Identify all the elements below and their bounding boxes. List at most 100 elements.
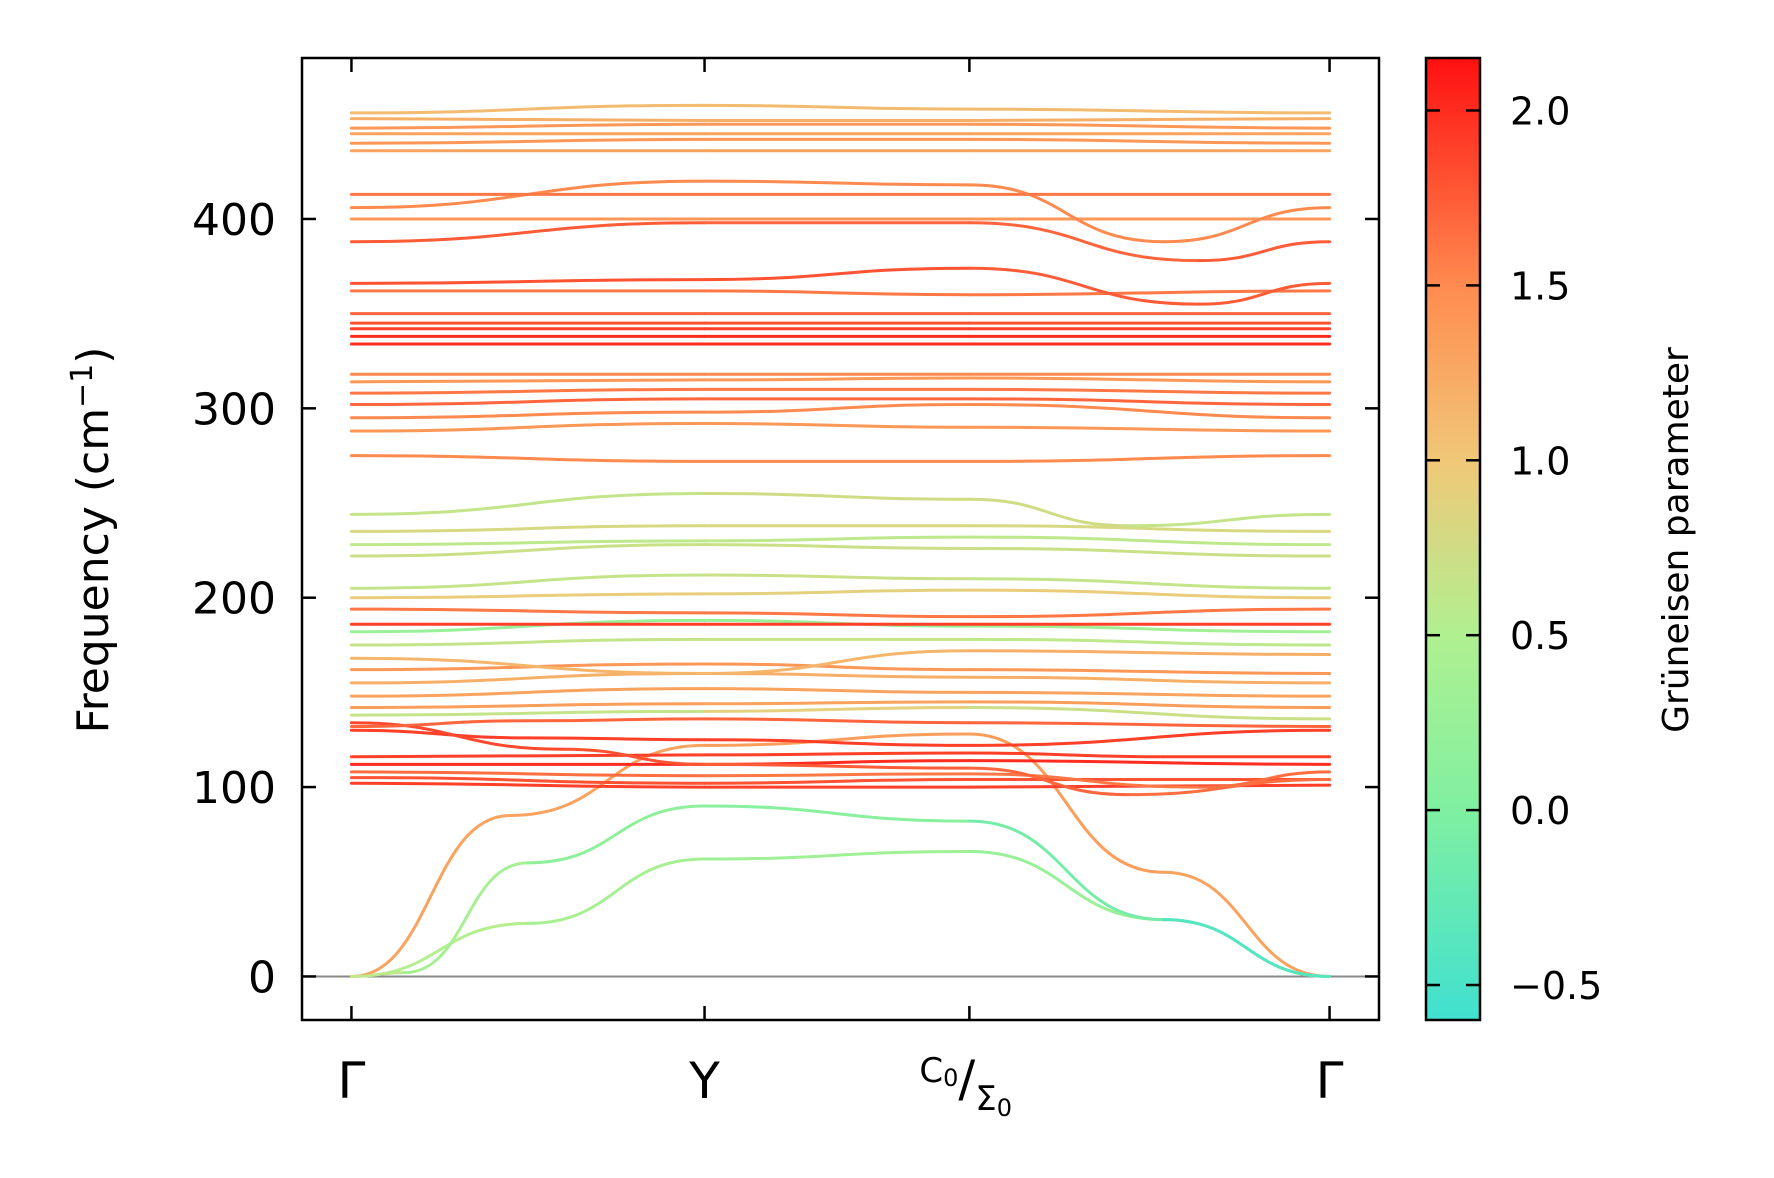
band-segment (967, 122, 1332, 130)
band-segment (349, 543, 707, 558)
band-b38 (349, 266, 1332, 306)
band-segment (526, 857, 707, 925)
band-segment (349, 378, 707, 384)
band-b3 (349, 770, 1332, 789)
y-tick-label: 200 (192, 574, 276, 625)
band-segment (349, 607, 707, 615)
band-segment (349, 781, 707, 789)
band-segment (349, 122, 707, 130)
colorbar-title: Grüneisen parameter (1656, 347, 1697, 733)
band-segment (703, 778, 971, 785)
band-segment (967, 637, 1332, 647)
band-b20 (349, 573, 1332, 590)
band-segment (967, 577, 1332, 590)
band-segment (349, 524, 707, 533)
band-segment (703, 376, 971, 382)
band-segment (967, 497, 1130, 528)
band-segment (526, 717, 707, 723)
band-segment (349, 421, 707, 433)
band-segment (967, 546, 1332, 558)
colorbar-tick-label: −0.5 (1510, 964, 1602, 1008)
band-segment (561, 747, 707, 766)
band-b46 (349, 122, 1332, 130)
band-segment (703, 662, 971, 672)
band-b30 (349, 376, 1332, 384)
band-segment (349, 656, 707, 675)
y-tick-label: 300 (192, 384, 276, 435)
band-segment (1126, 512, 1332, 528)
band-segment (967, 535, 1332, 547)
y-axis: 0 100 200 300 400 (192, 195, 1379, 1003)
band-segment (349, 813, 512, 978)
band-b9 (349, 717, 1332, 728)
colorbar-tick-label: 2.0 (1510, 89, 1570, 133)
band-segment (703, 535, 971, 543)
band-segment (703, 421, 971, 429)
band-segment (703, 762, 971, 770)
band-segment (349, 137, 707, 145)
band-segment (349, 454, 707, 463)
band-b29 (349, 387, 1332, 395)
band-segment (967, 675, 1332, 685)
band-segment (703, 179, 971, 187)
band-segment (703, 772, 971, 778)
band-lines (349, 103, 1332, 978)
band-segment (349, 709, 707, 717)
band-b27 (349, 403, 1332, 420)
band-segment (967, 759, 1332, 766)
band-segment (703, 492, 971, 501)
band-segment (703, 700, 971, 706)
band-segment (349, 117, 707, 122)
band-b8 (349, 706, 1332, 721)
band-segment (703, 573, 971, 581)
band-segment (526, 804, 707, 865)
band-segment (349, 278, 707, 285)
band-segment (349, 721, 565, 751)
band-segment (349, 410, 707, 420)
band-segment (967, 766, 1130, 797)
band-segment (967, 454, 1332, 463)
band-b39 (349, 221, 1332, 263)
band-b47 (349, 117, 1332, 122)
band-b26 (349, 421, 1332, 433)
band-segment (967, 425, 1332, 433)
band-b22 (349, 535, 1332, 547)
band-segment (349, 539, 707, 547)
band-segment (1126, 778, 1332, 797)
band-segment (349, 719, 530, 728)
band-segment (526, 736, 707, 742)
band-segment (967, 751, 1166, 759)
y-tick-label: 100 (192, 763, 276, 814)
band-segment (349, 687, 707, 698)
band-segment (967, 107, 1332, 115)
band-b5 (349, 751, 1332, 759)
band-segment (703, 732, 971, 747)
band-segment (703, 804, 971, 823)
x-axis: Γ Y C0/Σ0 Γ (338, 58, 1344, 1122)
band-segment (967, 397, 1332, 407)
band-segment (967, 649, 1332, 657)
band-segment (967, 721, 1332, 728)
colorbar (1424, 56, 1482, 1022)
band-segment (703, 289, 971, 297)
band-segment (703, 588, 971, 596)
colorbar-tick-label: 1.5 (1510, 264, 1570, 308)
band-segment (349, 492, 707, 516)
band-segment (349, 103, 707, 115)
band-segment (349, 776, 707, 785)
band-segment (967, 221, 1201, 263)
band-b25 (349, 454, 1332, 463)
band-segment (967, 819, 1166, 922)
band-segment (1197, 281, 1332, 306)
band-segment (967, 387, 1332, 395)
band-segment (349, 387, 707, 395)
band-segment (967, 700, 1332, 710)
band-segment (703, 751, 971, 757)
band-segment (967, 117, 1332, 122)
band-segment (967, 607, 1332, 619)
band-segment (703, 717, 971, 725)
band-segment (349, 753, 707, 759)
band-segment (1162, 918, 1332, 978)
band-segment (967, 732, 1166, 874)
band-segment (349, 728, 530, 740)
